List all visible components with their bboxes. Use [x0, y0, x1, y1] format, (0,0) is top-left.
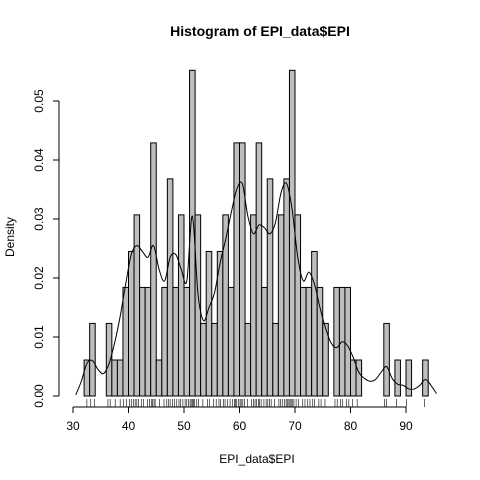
histogram-bar-26	[239, 142, 246, 397]
histogram-bar-2	[105, 322, 113, 397]
density-curve	[75, 181, 437, 396]
y-tick-label-4: 0.04	[32, 148, 46, 172]
x-axis: 30 40 50 60 70 80 90	[66, 406, 413, 433]
histogram-bar-21	[211, 322, 218, 397]
histogram-bar-14	[172, 286, 179, 397]
histogram-bar-37	[300, 286, 307, 397]
histogram-bar-23	[222, 214, 229, 397]
histogram-bar-25	[233, 142, 240, 397]
histogram-bar-48	[394, 359, 401, 397]
x-tick-label-4: 70	[288, 419, 302, 433]
x-tick-label-3: 60	[233, 419, 247, 433]
x-tick-label-0: 30	[66, 419, 80, 433]
histogram-bar-0	[83, 359, 91, 397]
histogram-bar-42	[333, 286, 340, 397]
rug-marks	[86, 399, 425, 407]
y-tick-label-1: 0.01	[32, 325, 46, 349]
histogram-bar-10	[150, 142, 157, 397]
y-axis-label: Density	[3, 217, 17, 257]
histogram-bar-5	[122, 286, 129, 397]
histogram-bar-41	[322, 322, 329, 397]
histogram-bar-29	[255, 142, 263, 397]
histogram-bar-20	[205, 250, 213, 397]
histogram-bar-7	[133, 214, 141, 397]
histogram-bar-34	[283, 178, 290, 397]
histogram-bar-1	[89, 322, 96, 397]
chart-title: Histogram of EPI_data$EPI	[170, 23, 350, 39]
histogram-bar-39	[311, 250, 318, 397]
x-tick-label-2: 50	[177, 419, 191, 433]
histogram-bar-44	[344, 286, 352, 397]
histogram-bar-12	[161, 286, 168, 397]
y-tick-label-3: 0.03	[32, 207, 46, 231]
histogram-bar-9	[144, 286, 152, 397]
histogram-bar-4	[116, 359, 124, 397]
histogram-bar-24	[227, 286, 235, 397]
histogram-bar-45	[350, 359, 357, 397]
histogram-bar-28	[250, 214, 257, 397]
histogram-bar-49	[405, 359, 413, 397]
histogram-bar-3	[111, 359, 118, 397]
x-tick-label-6: 90	[399, 419, 413, 433]
histogram-bar-47	[383, 322, 390, 397]
x-tick-label-1: 40	[122, 419, 136, 433]
x-axis-label: EPI_data$EPI	[219, 452, 294, 466]
histogram-bar-31	[266, 178, 274, 397]
histogram-bar-13	[166, 178, 174, 397]
histogram-bars	[83, 69, 429, 397]
histogram-bar-27	[244, 322, 252, 397]
histogram-bar-30	[261, 286, 268, 397]
histogram-bar-11	[155, 359, 163, 397]
histogram-bar-15	[177, 214, 185, 397]
histogram-bar-32	[272, 322, 279, 397]
y-tick-label-5: 0.05	[32, 89, 46, 113]
histogram-bar-50	[422, 359, 429, 397]
histogram-bar-19	[200, 322, 207, 397]
y-tick-label-2: 0.02	[32, 266, 46, 290]
histogram-bar-18	[194, 214, 202, 397]
y-axis: 0.00 0.01 0.02 0.03 0.04 0.05	[32, 89, 60, 408]
histogram-bar-40	[316, 286, 324, 397]
x-tick-label-5: 80	[344, 419, 358, 433]
histogram-bar-16	[183, 286, 191, 397]
y-tick-label-0: 0.00	[32, 384, 46, 408]
histogram-bar-8	[139, 286, 146, 397]
histogram-bar-33	[277, 214, 285, 397]
histogram-bar-38	[305, 286, 313, 397]
histogram-bar-6	[128, 250, 135, 397]
histogram-bar-46	[355, 359, 363, 397]
histogram-bar-35	[288, 69, 296, 397]
